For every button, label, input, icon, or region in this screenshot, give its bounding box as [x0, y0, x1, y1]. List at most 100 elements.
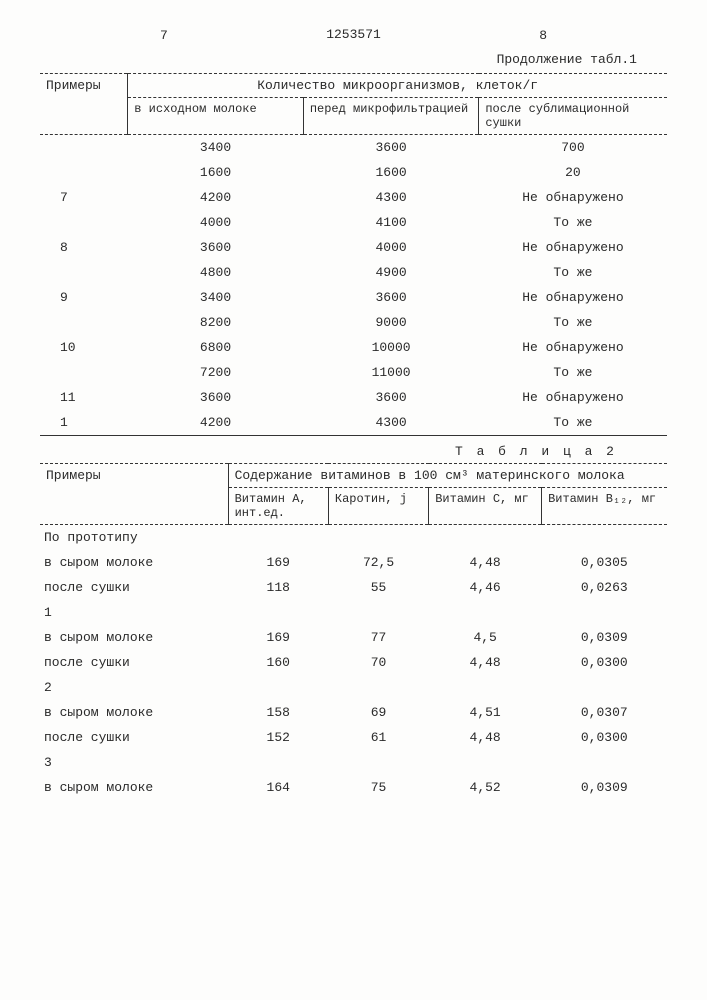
table-row: в сыром молоке164754,520,0309	[40, 775, 667, 800]
cell: 3600	[303, 385, 479, 410]
cell	[228, 750, 328, 775]
table-2-label: Т а б л и ц а 2	[40, 444, 617, 459]
table-row: в сыром молоке158694,510,0307	[40, 700, 667, 725]
cell: Не обнаружено	[479, 285, 667, 310]
t2-header-c: Витамин С, мг	[429, 488, 542, 525]
cell: То же	[479, 210, 667, 235]
cell: То же	[479, 360, 667, 385]
t1-header-b: перед микрофильтрацией	[303, 98, 479, 135]
cell: 4,5	[429, 625, 542, 650]
cell: 3400	[128, 285, 304, 310]
cell: Не обнаружено	[479, 235, 667, 260]
cell	[542, 600, 667, 625]
cell: 72,5	[328, 550, 428, 575]
cell	[542, 750, 667, 775]
document-number: 1253571	[40, 27, 667, 42]
t2-header-d: Витамин В₁₂, мг	[542, 488, 667, 525]
table-row: в сыром молоке169774,50,0309	[40, 625, 667, 650]
cell	[40, 260, 128, 285]
cell	[40, 160, 128, 185]
cell: 11000	[303, 360, 479, 385]
cell: 0,0309	[542, 625, 667, 650]
cell: 77	[328, 625, 428, 650]
row-label: в сыром молоке	[40, 700, 228, 725]
cell: 61	[328, 725, 428, 750]
table-row: после сушки152614,480,0300	[40, 725, 667, 750]
t1-header-examples: Примеры	[40, 74, 128, 135]
cell: 0,0263	[542, 575, 667, 600]
cell	[40, 360, 128, 385]
cell: Не обнаружено	[479, 335, 667, 360]
cell	[542, 525, 667, 551]
cell: 11	[40, 385, 128, 410]
table-row: 40004100То же	[40, 210, 667, 235]
cell: 164	[228, 775, 328, 800]
cell: 4,51	[429, 700, 542, 725]
cell	[40, 310, 128, 335]
cell: То же	[479, 310, 667, 335]
cell: 3600	[303, 135, 479, 161]
cell: 8	[40, 235, 128, 260]
row-label: 2	[40, 675, 228, 700]
cell: 69	[328, 700, 428, 725]
table-row: после сушки118554,460,0263	[40, 575, 667, 600]
cell: 10000	[303, 335, 479, 360]
cell: 4,48	[429, 550, 542, 575]
cell	[542, 675, 667, 700]
t2-header-examples: Примеры	[40, 464, 228, 525]
cell: 700	[479, 135, 667, 161]
table-row: 1136003600Не обнаружено	[40, 385, 667, 410]
row-label: По прототипу	[40, 525, 228, 551]
table-row: 48004900То же	[40, 260, 667, 285]
continuation-label: Продолжение табл.1	[40, 52, 637, 67]
cell: 118	[228, 575, 328, 600]
cell: Не обнаружено	[479, 185, 667, 210]
table-row: 720011000То же	[40, 360, 667, 385]
row-label: после сушки	[40, 650, 228, 675]
cell: 4800	[128, 260, 304, 285]
cell: 9	[40, 285, 128, 310]
table-row: 1600160020	[40, 160, 667, 185]
cell: 4300	[303, 410, 479, 436]
table-row: 142004300То же	[40, 410, 667, 436]
table-row: 934003600Не обнаружено	[40, 285, 667, 310]
page-left: 7	[160, 28, 168, 43]
cell	[429, 600, 542, 625]
row-label: 1	[40, 600, 228, 625]
cell: 9000	[303, 310, 479, 335]
cell: 160	[228, 650, 328, 675]
table-2: Примеры Содержание витаминов в 100 см³ м…	[40, 463, 667, 800]
cell: 3400	[128, 135, 304, 161]
cell	[328, 750, 428, 775]
cell: Не обнаружено	[479, 385, 667, 410]
table-row: 10680010000Не обнаружено	[40, 335, 667, 360]
cell: 169	[228, 550, 328, 575]
cell: 4,48	[429, 725, 542, 750]
cell: 4000	[303, 235, 479, 260]
row-label: после сушки	[40, 575, 228, 600]
cell	[40, 210, 128, 235]
cell: 75	[328, 775, 428, 800]
cell: 6800	[128, 335, 304, 360]
cell	[328, 525, 428, 551]
cell: 10	[40, 335, 128, 360]
table-row: 3	[40, 750, 667, 775]
table-row: 836004000Не обнаружено	[40, 235, 667, 260]
t2-header-b: Каротин, j	[328, 488, 428, 525]
cell	[328, 600, 428, 625]
table-row: 742004300Не обнаружено	[40, 185, 667, 210]
page-right: 8	[539, 28, 547, 43]
cell: 1600	[303, 160, 479, 185]
cell	[40, 135, 128, 161]
cell: 4300	[303, 185, 479, 210]
cell: 20	[479, 160, 667, 185]
cell: 4100	[303, 210, 479, 235]
cell: 4,48	[429, 650, 542, 675]
cell	[228, 675, 328, 700]
table-row: 34003600700	[40, 135, 667, 161]
cell: 0,0309	[542, 775, 667, 800]
t1-header-c: после сублимационной сушки	[479, 98, 667, 135]
cell: То же	[479, 410, 667, 436]
t1-group-header: Количество микроорганизмов, клеток/г	[128, 74, 667, 98]
table-row: в сыром молоке16972,54,480,0305	[40, 550, 667, 575]
